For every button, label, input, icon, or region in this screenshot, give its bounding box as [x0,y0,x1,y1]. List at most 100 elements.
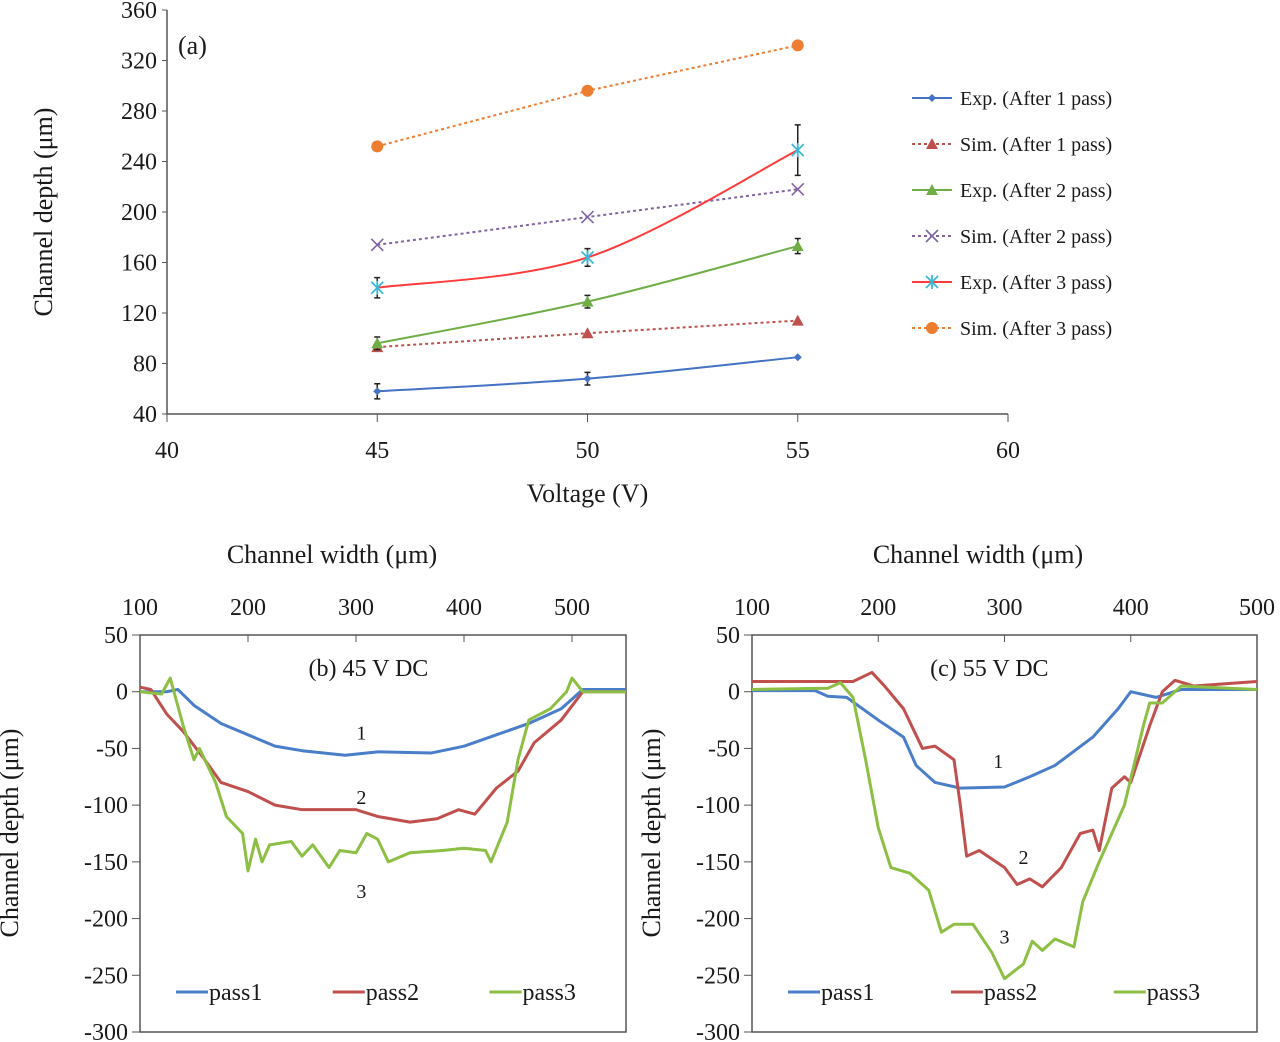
series-line-pass2 [752,670,1258,889]
legend-entry: Exp. (After 1 pass) [912,88,1112,110]
y-tick-label: 50 [716,623,740,649]
y-tick-label: -150 [696,850,740,876]
x-tick-label: 400 [1113,595,1149,621]
data-point [371,140,384,153]
curve-number-label: 3 [356,881,366,903]
legend-marker [926,138,938,149]
y-tick-label: -50 [96,736,128,762]
series-5 [371,39,804,153]
y-axis-label: Channel depth (μm) [0,729,24,938]
data-point [791,143,805,158]
x-axis-label: Voltage (V) [527,479,649,508]
legend-label: Exp. (After 1 pass) [960,88,1112,110]
y-tick-label: -200 [84,907,128,933]
panel-a: 40 80 120 160 200 240 280 320 360 40 45 50 55 60 Volta… [29,0,1112,508]
data-point [370,280,384,295]
curve-number-label: 1 [356,722,366,744]
series-0 [373,353,802,400]
y-tick-label: 0 [116,680,128,706]
legend-label: Sim. (After 2 pass) [960,226,1112,248]
legend-label: pass1 [821,980,874,1006]
x-tick-label: 500 [1239,595,1275,621]
legend-entry: Sim. (After 1 pass) [912,134,1112,156]
curve-number-label: 3 [1000,927,1010,949]
y-tick-label: 0 [728,680,740,706]
y-tick-label: 160 [121,251,157,277]
data-point [581,295,594,307]
x-tick-label: 100 [122,595,158,621]
x-tick-label: 40 [155,438,179,464]
x-tick-label: 300 [338,595,374,621]
series-line-pass3 [751,681,1258,981]
curve-number-label: 2 [356,787,366,809]
data-point [791,182,805,196]
y-tick-label: 50 [104,623,128,649]
x-tick-label: 60 [996,438,1020,464]
plot-frame [139,634,627,1033]
data-point [580,210,595,224]
legend-label: pass2 [984,980,1037,1006]
data-point [791,39,804,52]
y-tick-label: -200 [696,907,740,933]
panel-label: (c) 55 V DC [930,656,1048,682]
plot-frame [751,634,1258,1033]
series-2 [371,237,804,351]
data-point [791,314,804,326]
legend-label: Sim. (After 3 pass) [960,318,1112,340]
series-line [377,149,799,289]
series-3 [370,182,805,252]
y-tick-label: 240 [121,150,157,176]
x-axis-label: Channel width (μm) [873,540,1083,569]
legend-entry: Sim. (After 3 pass) [912,318,1112,340]
x-tick-label: 400 [446,595,482,621]
y-tick-label: 280 [121,99,157,125]
legend-label: Sim. (After 1 pass) [960,134,1112,156]
legend-marker [926,322,938,334]
y-axis-label: Channel depth (μm) [637,729,666,938]
legend-marker [928,94,936,102]
data-point [581,327,594,339]
y-tick-label: -150 [84,850,128,876]
curve-number-label: 2 [1018,847,1028,869]
data-point [370,238,384,252]
data-point [373,387,382,396]
y-tick-label: 120 [121,301,157,327]
series-4 [370,124,805,299]
x-tick-label: 45 [365,438,389,464]
y-tick-label: -300 [696,1020,740,1042]
series-line-pass2 [139,685,626,824]
x-tick-label: 500 [554,595,590,621]
legend-label: Exp. (After 3 pass) [960,272,1112,294]
data-point [583,374,592,383]
data-point [371,337,384,349]
legend-label: pass2 [366,980,419,1006]
legend-label: pass3 [523,980,576,1006]
legend-marker [925,229,939,243]
x-tick-label: 200 [230,595,266,621]
data-point [791,240,804,252]
series-line-pass1 [140,687,626,757]
series-1 [371,314,804,353]
y-axis-label: Channel depth (μm) [29,108,58,317]
y-tick-label: -100 [696,793,740,819]
legend-marker [925,275,939,289]
y-tick-label: 320 [121,49,157,75]
legend-label: Exp. (After 2 pass) [960,180,1112,202]
y-tick-label: -250 [84,963,128,989]
data-point [580,250,595,265]
curve-number-label: 1 [993,751,1003,773]
x-tick-label: 300 [987,595,1023,621]
x-tick-label: 100 [734,595,770,621]
y-tick-label: 200 [121,200,157,226]
y-tick-label: 40 [133,402,157,428]
legend-label: pass1 [209,980,262,1006]
x-axis-label: Channel width (μm) [227,540,437,569]
x-tick-label: 200 [860,595,896,621]
legend-entry: Sim. (After 2 pass) [912,226,1112,248]
y-tick-label: -50 [708,736,740,762]
legend-marker [926,184,938,195]
data-point [793,353,802,362]
y-tick-label: 360 [121,0,157,24]
